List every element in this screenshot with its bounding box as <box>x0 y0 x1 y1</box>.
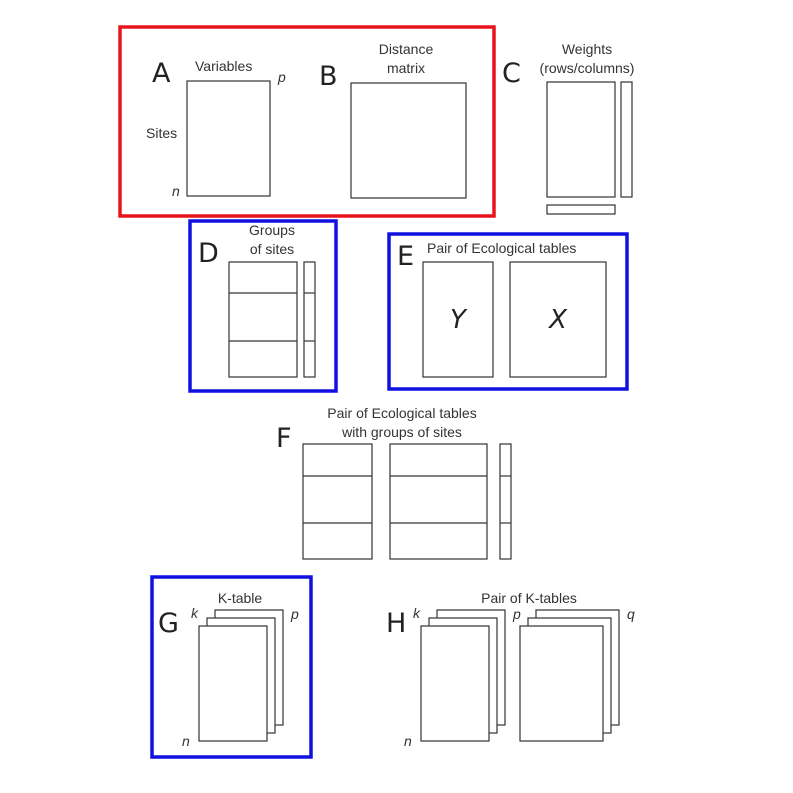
panel-g-k-label: k <box>191 605 199 621</box>
panel-h-letter: H <box>386 608 406 639</box>
panel-g-n-label: n <box>182 733 190 749</box>
panel-c-title-line2: (rows/columns) <box>540 60 635 76</box>
panel-d-title-line2: of sites <box>250 241 294 257</box>
panel-g-letter: G <box>158 608 179 639</box>
panel-d-group-vector <box>303 261 316 378</box>
highlight-frame-blue-d <box>188 219 338 393</box>
panel-g-title: K-table <box>218 590 263 606</box>
panel-c: C Weights (rows/columns) <box>502 41 635 215</box>
panel-h-left-table-layer <box>420 625 490 742</box>
panel-h-title: Pair of K-tables <box>481 590 577 606</box>
panel-h-q-label: q <box>627 606 635 622</box>
panel-f: F Pair of Ecological tables with groups … <box>276 405 512 560</box>
panel-e-letter: E <box>397 241 414 272</box>
panel-c-table <box>546 81 616 198</box>
panel-a: A Variables p Sites n <box>146 58 286 199</box>
panel-g-p-label: p <box>290 606 299 622</box>
panel-b-distance-matrix <box>350 82 467 199</box>
panel-f-title-line1: Pair of Ecological tables <box>327 405 476 421</box>
panel-d-letter: D <box>198 238 219 269</box>
panel-a-rows-label: Sites <box>146 125 177 141</box>
panel-c-letter: C <box>502 58 521 89</box>
panel-a-data-table <box>186 80 271 197</box>
panel-e-y-label: Y <box>450 305 468 335</box>
panel-f-letter: F <box>276 423 292 454</box>
panel-h-p-label: p <box>512 606 521 622</box>
panel-c-row-weights <box>620 81 633 198</box>
panel-a-p-label: p <box>277 69 286 85</box>
panel-b-title-line2: matrix <box>387 60 425 76</box>
panel-h: H Pair of K-tables k p q n <box>386 590 635 749</box>
panel-c-title-line1: Weights <box>562 41 612 57</box>
panel-a-n-label: n <box>172 183 180 199</box>
panel-e: E Pair of Ecological tables Y X <box>397 240 607 378</box>
panel-d-title-line1: Groups <box>249 222 295 238</box>
panel-b: B Distance matrix <box>319 41 467 199</box>
panel-e-table-x <box>509 261 607 378</box>
panel-b-letter: B <box>319 61 338 92</box>
highlight-frame-blue-e <box>387 232 629 391</box>
panel-f-table-right <box>389 443 488 560</box>
panel-h-right-table-layer <box>519 625 604 742</box>
panel-g-table-layer <box>198 625 268 742</box>
panel-h-k-label: k <box>413 605 421 621</box>
panel-f-table-left <box>302 443 373 560</box>
panel-d: D Groups of sites <box>198 222 316 378</box>
panel-f-group-vector <box>499 443 512 560</box>
highlight-frame-red <box>118 25 496 218</box>
panel-d-table <box>228 261 298 378</box>
panel-e-x-label: X <box>547 305 568 335</box>
panel-c-column-weights <box>546 204 616 215</box>
panel-h-n-label: n <box>404 733 412 749</box>
panel-a-columns-label: Variables <box>195 58 252 74</box>
panel-g: G K-table k p n <box>158 590 299 749</box>
highlight-frame-blue-g <box>150 575 313 759</box>
panel-a-letter: A <box>152 58 171 89</box>
panel-b-title-line1: Distance <box>379 41 434 57</box>
panel-e-table-y <box>422 261 494 378</box>
panel-f-title-line2: with groups of sites <box>341 424 462 440</box>
panel-e-title: Pair of Ecological tables <box>427 240 576 256</box>
